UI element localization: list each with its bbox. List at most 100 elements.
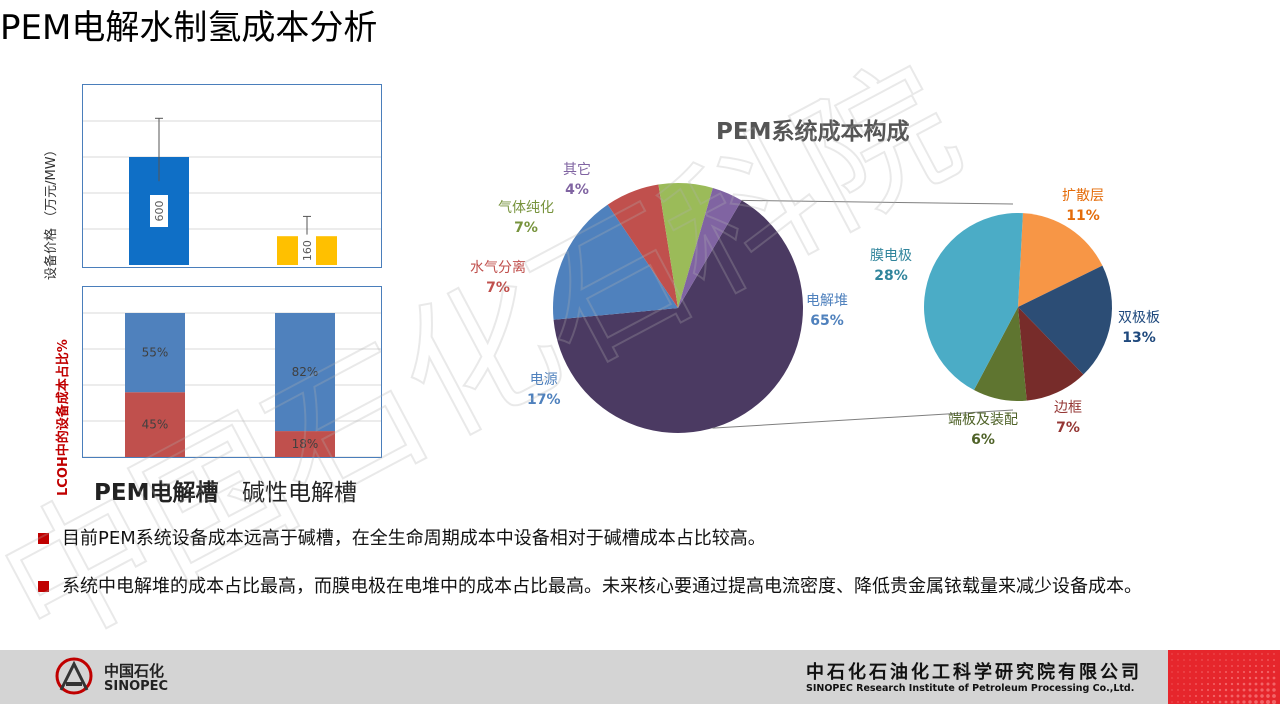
decoration-dot xyxy=(1243,665,1245,667)
pie-label-diffusion-layer: 扩散层 11% xyxy=(1062,188,1104,224)
decoration-dot xyxy=(1254,700,1258,704)
footer-logo-en: SINOPEC xyxy=(104,679,169,694)
decoration-dot xyxy=(1242,700,1246,704)
decoration-dot xyxy=(1171,683,1173,685)
decoration-dot xyxy=(1231,665,1233,667)
pie-label-frame: 边框 7% xyxy=(1054,400,1082,436)
decoration-dot xyxy=(1231,653,1233,655)
decoration-dot xyxy=(1177,653,1179,655)
decoration-dot xyxy=(1177,665,1179,667)
top-bar-chart: 600 160 xyxy=(82,84,382,268)
decoration-dot xyxy=(1195,659,1197,661)
decoration-dot xyxy=(1206,700,1210,704)
stack-lower-label: 45% xyxy=(142,418,169,432)
category-label-alkaline: 碱性电解槽 xyxy=(242,480,357,506)
pie-main-slice xyxy=(553,204,678,320)
decoration-dot xyxy=(1189,689,1191,691)
decoration-dot xyxy=(1224,700,1228,704)
decoration-dot xyxy=(1171,653,1173,655)
connector-line xyxy=(712,409,1014,429)
decoration-dot xyxy=(1207,683,1209,685)
pie-charts-svg xyxy=(553,183,1112,433)
decoration-dot xyxy=(1171,659,1173,661)
decoration-dot xyxy=(1272,682,1276,686)
decoration-dot xyxy=(1171,671,1173,673)
decoration-dot xyxy=(1254,688,1258,692)
decoration-dot xyxy=(1218,682,1222,686)
stack-upper xyxy=(125,313,185,393)
decoration-dot xyxy=(1224,694,1228,698)
decoration-dot xyxy=(1195,677,1197,679)
pie-title: PEM系统成本构成 xyxy=(716,119,910,145)
decoration-dot xyxy=(1254,682,1258,686)
connector-line xyxy=(741,199,1014,205)
decoration-dot xyxy=(1189,683,1191,685)
decoration-dot xyxy=(1242,682,1246,686)
decoration-dot xyxy=(1219,665,1221,667)
footer-logo-cn: 中国石化 xyxy=(104,662,165,680)
stack-upper xyxy=(275,313,335,432)
bottom-stacked-chart-svg: 45% 55% 18% 82% xyxy=(83,312,381,458)
bottom-stacked-chart: 45% 55% 18% 82% xyxy=(82,286,382,458)
decoration-dot xyxy=(1260,670,1264,674)
decoration-dot xyxy=(1237,665,1239,667)
decoration-dot xyxy=(1189,701,1191,703)
pie-label-bipolar-plate: 双极板 13% xyxy=(1118,310,1160,346)
decoration-dot xyxy=(1230,700,1234,704)
top-bar-chart-svg: 600 160 xyxy=(83,117,381,267)
decoration-dot xyxy=(1236,688,1240,692)
bullet-text-2: 系统中电解堆的成本占比最高，而膜电极在电堆中的成本占比最高。未来核心要通过提高电… xyxy=(62,576,1142,597)
decoration-dot xyxy=(1248,682,1252,686)
decoration-dot xyxy=(1254,670,1258,674)
decoration-dot xyxy=(1171,695,1173,697)
decoration-dot xyxy=(1195,683,1197,685)
decoration-dot xyxy=(1242,694,1246,698)
decoration-dot xyxy=(1272,694,1276,698)
decoration-dot xyxy=(1248,700,1252,704)
decoration-dot xyxy=(1200,700,1204,704)
decoration-dot xyxy=(1201,683,1203,685)
decoration-dot xyxy=(1231,671,1233,673)
page-title: PEM电解水制氢成本分析 xyxy=(0,8,378,48)
decoration-dot xyxy=(1177,683,1179,685)
decoration-dot xyxy=(1224,676,1228,680)
decoration-dot xyxy=(1248,688,1252,692)
stack-upper-label: 82% xyxy=(292,365,319,379)
decoration-dot xyxy=(1206,688,1210,692)
decoration-dot xyxy=(1249,659,1251,661)
decoration-dot xyxy=(1200,694,1204,698)
decoration-dot xyxy=(1171,689,1173,691)
decoration-dot xyxy=(1201,659,1203,661)
bar-label-box xyxy=(298,234,316,267)
decoration-dot xyxy=(1236,700,1240,704)
decoration-dot xyxy=(1273,653,1275,655)
decoration-dot xyxy=(1213,653,1215,655)
decoration-dot xyxy=(1206,694,1210,698)
decoration-dot xyxy=(1207,677,1209,679)
decoration-dot xyxy=(1236,682,1240,686)
decoration-dot xyxy=(1243,653,1245,655)
decoration-dot xyxy=(1225,659,1227,661)
decoration-dot xyxy=(1171,701,1173,703)
stack-lower xyxy=(125,392,185,457)
bullet-text-1: 目前PEM系统设备成本远高于碱槽，在全生命周期成本中设备相对于碱槽成本占比较高。 xyxy=(62,528,766,549)
stack-lower-label: 18% xyxy=(292,437,319,451)
decoration-dot xyxy=(1271,699,1277,704)
decoration-dot xyxy=(1189,653,1191,655)
decoration-dot xyxy=(1254,676,1258,680)
decoration-dot xyxy=(1260,682,1264,686)
decoration-dot xyxy=(1249,653,1251,655)
decoration-dot xyxy=(1261,653,1263,655)
decoration-dot xyxy=(1260,694,1264,698)
decoration-dot xyxy=(1272,676,1276,680)
bullet-marker-1 xyxy=(38,533,49,544)
pie-main-slice xyxy=(678,187,742,308)
decoration-dot xyxy=(1195,665,1197,667)
decoration-dot xyxy=(1225,653,1227,655)
sinopec-logo-icon xyxy=(55,657,93,695)
decoration-dot xyxy=(1266,682,1270,686)
decoration-dot xyxy=(1195,695,1197,697)
decoration-dot xyxy=(1224,688,1228,692)
decoration-dot xyxy=(1267,659,1269,661)
decoration-dot xyxy=(1230,682,1234,686)
